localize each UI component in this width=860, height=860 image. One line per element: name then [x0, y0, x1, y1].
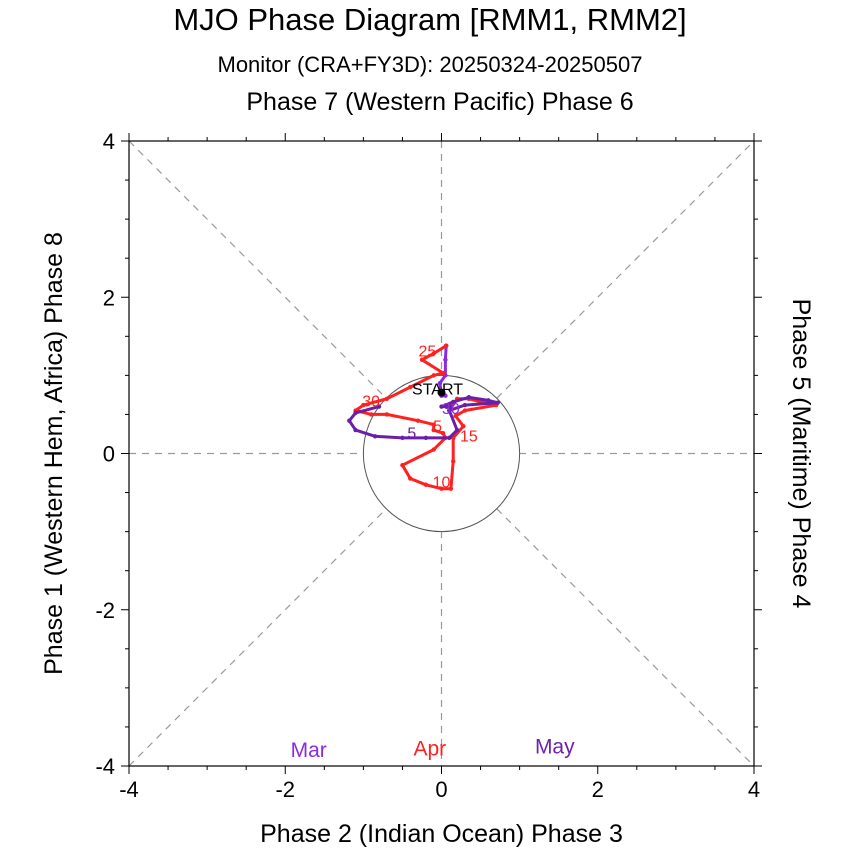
data-point [447, 435, 452, 441]
data-point [431, 373, 436, 378]
data-point [451, 459, 456, 464]
data-point [448, 404, 454, 409]
data-point [431, 422, 436, 427]
phase-divider-diagonal [128, 140, 755, 767]
top-phase-label: Phase 7 (Western Pacific) Phase 6 [246, 88, 634, 116]
data-point [453, 413, 458, 419]
day-label: 25 [419, 343, 437, 360]
month-legend-mar: Mar [291, 739, 327, 762]
data-point [353, 410, 358, 416]
data-point [419, 357, 425, 362]
data-point [431, 447, 436, 452]
data-point [443, 357, 448, 362]
day-label: 5 [433, 418, 442, 435]
chart-title: MJO Phase Diagram [RMM1, RMM2] [173, 2, 687, 37]
data-point [384, 412, 390, 417]
data-point [347, 418, 352, 423]
phase-divider-diagonal [128, 140, 755, 767]
chart-subtitle: Monitor (CRA+FY3D): 20250324-20250507 [217, 52, 643, 77]
data-point [408, 384, 413, 390]
x-tick-label: 0 [435, 777, 447, 802]
day-label: 30 [362, 393, 380, 410]
data-point [495, 400, 500, 405]
data-point [372, 434, 378, 439]
start-marker [437, 388, 446, 397]
data-point [423, 482, 429, 487]
data-point [451, 399, 456, 405]
data-point [431, 351, 436, 356]
x-tick-label: -4 [119, 777, 139, 802]
axis-labels: -4 -2 0 2 4 -4 -2 0 2 4 Phase 2 (Indian Ocean) Pha… [40, 129, 815, 848]
data-point [447, 408, 452, 413]
data-point [486, 398, 491, 403]
x-tick-label: 2 [592, 777, 604, 802]
x-tick-label: -2 [275, 777, 295, 802]
data-point [400, 435, 405, 441]
x-tick-label: 4 [748, 777, 760, 802]
data-point [376, 404, 382, 409]
data-point [431, 427, 436, 433]
right-axis-label: Phase 5 (Maritime) Phase 4 [787, 299, 815, 609]
data-point [439, 486, 444, 491]
data-point [448, 486, 454, 491]
y-tick-label: 4 [103, 129, 115, 154]
y-tick-label: -2 [95, 598, 115, 623]
data-point [368, 412, 374, 417]
data-point [443, 343, 449, 348]
y-tick-label: -4 [95, 754, 115, 779]
day-label: 15 [460, 429, 478, 446]
y-tick-label: 2 [103, 285, 115, 310]
data-point [439, 404, 444, 409]
day-label: 5 [407, 425, 416, 442]
data-point [440, 430, 446, 436]
start-label: START [412, 382, 463, 399]
data-point [408, 476, 413, 481]
x-axis-label: Phase 2 (Indian Ocean) Phase 3 [260, 820, 623, 848]
data-point [400, 463, 405, 468]
data-point [462, 408, 468, 413]
data-point [423, 435, 429, 441]
y-tick-label: 0 [103, 442, 115, 467]
axis-ticks [121, 133, 762, 774]
data-point [353, 427, 358, 433]
data-point [440, 370, 446, 376]
data-point [384, 396, 390, 402]
month-legend-may: May [535, 736, 575, 759]
data-point [361, 402, 366, 408]
data-point [437, 380, 443, 386]
day-label: 30 [442, 401, 460, 418]
data-point [415, 418, 421, 423]
data-point [461, 423, 466, 429]
y-axis-label: Phase 1 (Western Hem, Africa) Phase 8 [40, 232, 68, 675]
day-label: 10 [433, 475, 451, 492]
data-point [454, 427, 460, 433]
data-point [462, 402, 468, 408]
month-legend-apr: Apr [413, 737, 446, 760]
data-point [466, 395, 472, 400]
unit-circle [362, 374, 521, 533]
phase-grid [128, 140, 755, 767]
